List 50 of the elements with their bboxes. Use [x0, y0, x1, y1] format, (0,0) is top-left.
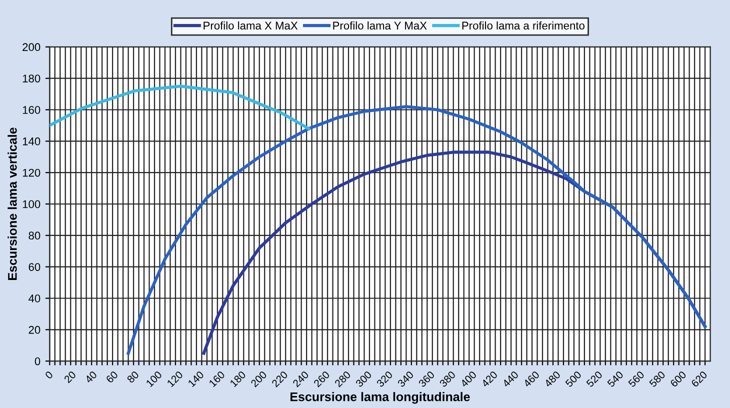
y-tick-label: 0	[34, 357, 40, 366]
x-tick-label: 100	[146, 370, 162, 388]
x-tick-label: 180	[230, 370, 246, 388]
y-tick-label: 200	[22, 43, 40, 52]
x-tick-label: 360	[418, 370, 435, 388]
y-tick-label: 180	[22, 74, 40, 82]
x-tick-label: 620	[690, 370, 708, 388]
y-tick-label: 20	[28, 326, 40, 334]
x-tick-label: 500	[564, 370, 582, 388]
x-tick-label: 0	[44, 370, 54, 380]
line-series	[50, 84, 310, 130]
x-tick-label: 340	[397, 370, 414, 388]
y-tick-label: 160	[22, 106, 40, 114]
x-tick-label: 480	[544, 370, 561, 388]
y-tick-label: 60	[28, 263, 40, 271]
x-tick-label: 460	[522, 370, 540, 388]
x-tick-label: 280	[334, 370, 352, 388]
x-tick-label: 160	[208, 370, 226, 388]
x-tick-label: 320	[376, 370, 394, 388]
y-tick-label: 120	[22, 168, 40, 177]
x-tick-label: 260	[313, 370, 330, 388]
x-tick-label: 440	[502, 370, 519, 388]
x-tick-label: 20	[64, 370, 76, 384]
x-tick-label: 420	[480, 370, 498, 388]
legend-label: Profilo lama a riferimento	[462, 21, 584, 30]
x-tick-label: 540	[606, 370, 624, 388]
x-tick-label: 560	[628, 370, 645, 388]
x-tick-label: 380	[439, 370, 456, 388]
x-tick-label: 220	[271, 370, 288, 388]
x-axis-title: Escursione lama longitudinale	[290, 392, 470, 404]
line-series	[126, 105, 707, 355]
y-tick-label: 80	[28, 232, 40, 240]
x-tick-label: 140	[188, 370, 204, 388]
legend-label: Profilo lama Y MaX	[333, 21, 427, 30]
y-axis-title: Escursione lama verticale	[8, 128, 17, 280]
y-tick-label: 40	[28, 294, 40, 302]
x-tick-label: 120	[166, 370, 184, 388]
y-tick-label: 140	[22, 137, 40, 146]
x-tick-label: 300	[355, 370, 372, 388]
x-tick-label: 200	[250, 370, 268, 388]
x-tick-label: 240	[292, 370, 310, 388]
x-tick-label: 400	[460, 370, 477, 388]
y-tick-label: 100	[22, 200, 40, 208]
x-tick-label: 580	[648, 370, 666, 388]
x-tick-label: 80	[126, 370, 140, 384]
x-tick-label: 600	[670, 370, 687, 388]
legend-label: Profilo lama X MaX	[204, 21, 298, 30]
x-tick-label: 520	[586, 370, 603, 388]
x-tick-label: 60	[106, 370, 118, 384]
x-tick-label: 40	[84, 370, 98, 384]
